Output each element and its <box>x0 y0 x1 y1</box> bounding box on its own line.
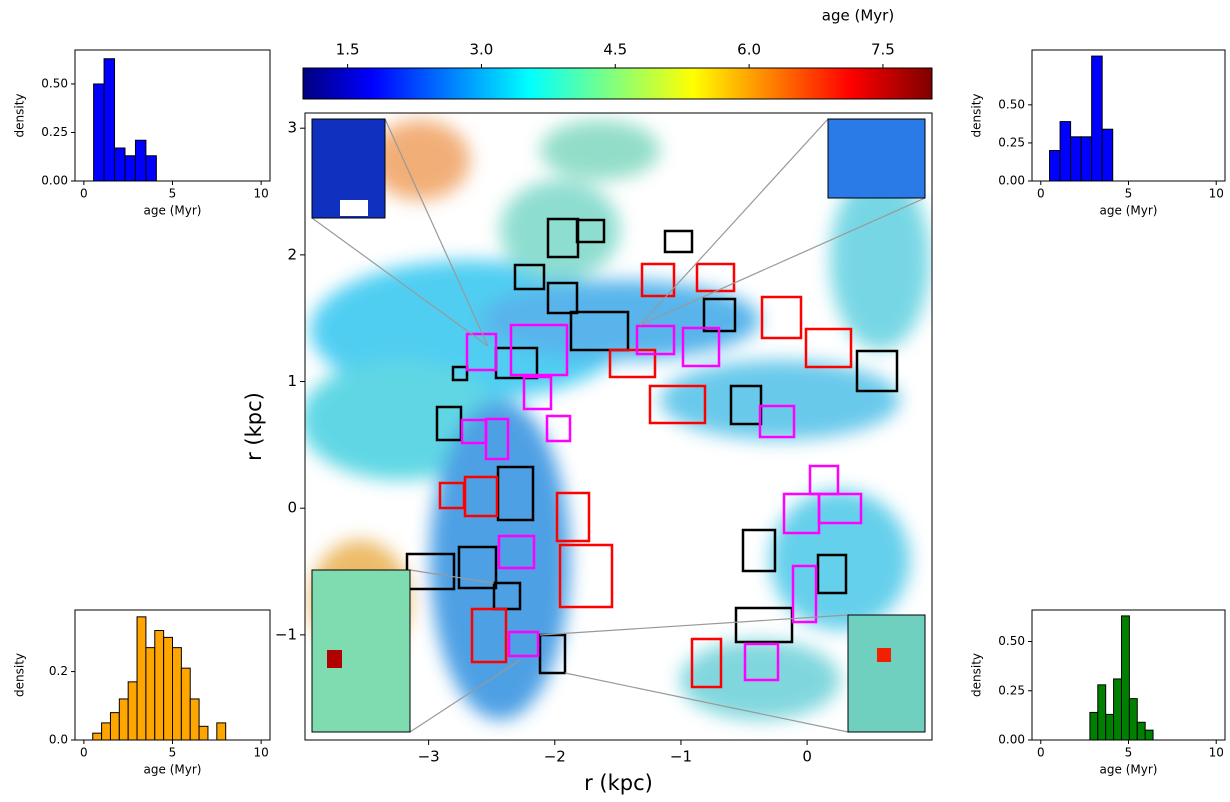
histogram-bar <box>145 647 156 741</box>
histogram-bar <box>1080 136 1093 182</box>
y-tick-label: 0.25 <box>41 125 68 139</box>
y-tick-label: 0.50 <box>998 634 1025 648</box>
y-axis-label: r (kpc) <box>242 392 266 461</box>
x-tick-label: −3 <box>418 748 440 766</box>
histogram-bar <box>101 722 111 741</box>
y-tick-label: 0.50 <box>998 97 1025 111</box>
histogram-bar <box>114 147 126 182</box>
y-tick-label: 0 <box>287 499 297 517</box>
histogram-bar <box>1097 684 1107 741</box>
x-tick-label: 5 <box>169 746 177 760</box>
region-boxes <box>405 217 899 689</box>
histogram-bar <box>1070 136 1082 182</box>
x-axis-label: r (kpc) <box>584 771 653 795</box>
x-tick-label: −1 <box>670 748 692 766</box>
histogram-bar <box>1059 121 1072 182</box>
histogram-bar <box>180 667 191 741</box>
colorbar-tick-label: 7.5 <box>871 41 895 59</box>
x-axis-label: age (Myr) <box>1100 204 1158 218</box>
histogram-bar <box>216 722 227 741</box>
histogram-bar <box>189 698 200 741</box>
histogram-bar <box>1120 615 1130 741</box>
x-axis-label: age (Myr) <box>144 763 202 777</box>
histogram-bar <box>103 58 116 182</box>
x-axis-label: age (Myr) <box>1100 763 1158 777</box>
x-tick-label: 0 <box>80 746 88 760</box>
y-axis-label: density <box>970 653 984 697</box>
histogram-bar <box>136 616 147 741</box>
colorbar-tick-label: 6.0 <box>737 41 761 59</box>
y-tick-label: 0.0 <box>49 733 68 747</box>
x-tick-label: 5 <box>1125 187 1133 201</box>
x-tick-label: 0 <box>802 748 812 766</box>
x-axis-label: age (Myr) <box>144 204 202 218</box>
axes-frame <box>304 112 933 741</box>
y-tick-label: 0.00 <box>998 174 1025 188</box>
histogram-bar <box>124 155 136 182</box>
x-tick-label: 10 <box>1209 746 1224 760</box>
x-tick-label: 10 <box>1209 187 1224 201</box>
histogram-bar <box>134 139 147 182</box>
y-axis-label: density <box>970 94 984 138</box>
y-tick-label: 0.25 <box>998 683 1025 697</box>
histogram-bar <box>1049 150 1061 182</box>
y-tick-label: 0.50 <box>41 76 68 90</box>
histogram-bar <box>145 155 157 182</box>
x-tick-label: 10 <box>253 746 268 760</box>
x-tick-label: 5 <box>169 187 177 201</box>
histogram-bar <box>1113 678 1122 741</box>
histogram-bar <box>154 630 165 741</box>
histogram-bar <box>1105 713 1115 741</box>
histogram-bar <box>1089 711 1099 741</box>
colorbar-tick-label: 3.0 <box>470 41 494 59</box>
histogram-bar <box>109 712 120 741</box>
y-tick-label: 1 <box>287 372 297 390</box>
y-axis-label: density <box>13 94 27 138</box>
colorbar-tick-label: 4.5 <box>603 41 627 59</box>
histogram-bar <box>163 636 174 741</box>
histogram-bar <box>1128 698 1138 741</box>
y-tick-label: 3 <box>287 119 297 137</box>
x-tick-label: −2 <box>544 748 566 766</box>
colorbar <box>302 67 933 100</box>
histogram-bar <box>118 698 129 741</box>
histogram-bar <box>1136 721 1146 741</box>
histogram-bar <box>1144 729 1154 741</box>
x-tick-label: 10 <box>253 187 268 201</box>
histogram-bar <box>1091 55 1103 182</box>
histogram-bar <box>198 725 209 741</box>
histogram-bar <box>172 647 182 741</box>
y-axis-label: density <box>13 653 27 697</box>
y-tick-label: −1 <box>275 625 297 643</box>
histogram-bar <box>93 83 105 182</box>
insets <box>311 118 926 733</box>
y-tick-label: 2 <box>287 245 297 263</box>
histogram-bar <box>92 732 103 741</box>
histogram-bar <box>127 681 138 741</box>
y-tick-label: 0.2 <box>49 664 68 678</box>
colorbar-tick-label: 1.5 <box>336 41 360 59</box>
x-tick-label: 0 <box>80 187 88 201</box>
x-tick-label: 5 <box>1125 746 1133 760</box>
histogram-bar <box>1101 128 1114 182</box>
x-tick-label: 0 <box>1037 746 1045 760</box>
x-tick-label: 0 <box>1037 187 1045 201</box>
y-tick-label: 0.25 <box>998 135 1025 149</box>
colorbar-label: age (Myr) <box>822 7 894 25</box>
y-tick-label: 0.00 <box>998 733 1025 747</box>
y-tick-label: 0.00 <box>41 174 68 188</box>
